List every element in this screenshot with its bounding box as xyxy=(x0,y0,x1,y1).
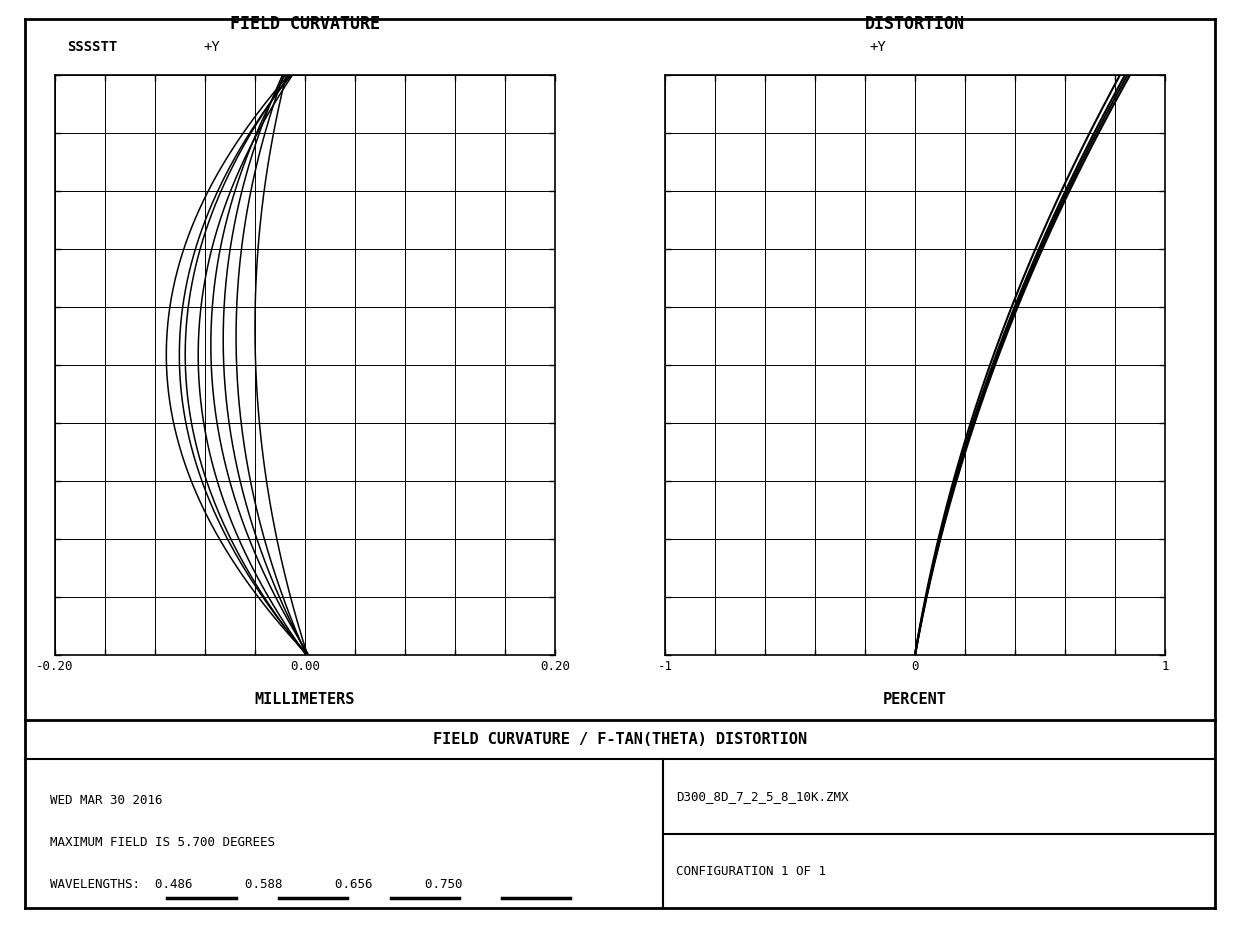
Text: MAXIMUM FIELD IS 5.700 DEGREES: MAXIMUM FIELD IS 5.700 DEGREES xyxy=(50,836,274,849)
Text: PERCENT: PERCENT xyxy=(883,692,947,707)
Text: WED MAR 30 2016: WED MAR 30 2016 xyxy=(50,794,162,807)
Text: MILLIMETERS: MILLIMETERS xyxy=(254,692,355,707)
Text: FIELD CURVATURE: FIELD CURVATURE xyxy=(229,15,379,33)
Text: SSSSTT: SSSSTT xyxy=(67,40,118,54)
Text: WAVELENGTHS:  0.486       0.588       0.656       0.750: WAVELENGTHS: 0.486 0.588 0.656 0.750 xyxy=(50,878,463,891)
Text: +Y: +Y xyxy=(203,40,221,54)
Text: +Y: +Y xyxy=(869,40,887,54)
Text: D300_8D_7_2_5_8_10K.ZMX: D300_8D_7_2_5_8_10K.ZMX xyxy=(676,790,848,803)
Text: DISTORTION: DISTORTION xyxy=(866,15,965,33)
Text: FIELD CURVATURE / F-TAN(THETA) DISTORTION: FIELD CURVATURE / F-TAN(THETA) DISTORTIO… xyxy=(433,731,807,747)
Text: CONFIGURATION 1 OF 1: CONFIGURATION 1 OF 1 xyxy=(676,865,826,878)
